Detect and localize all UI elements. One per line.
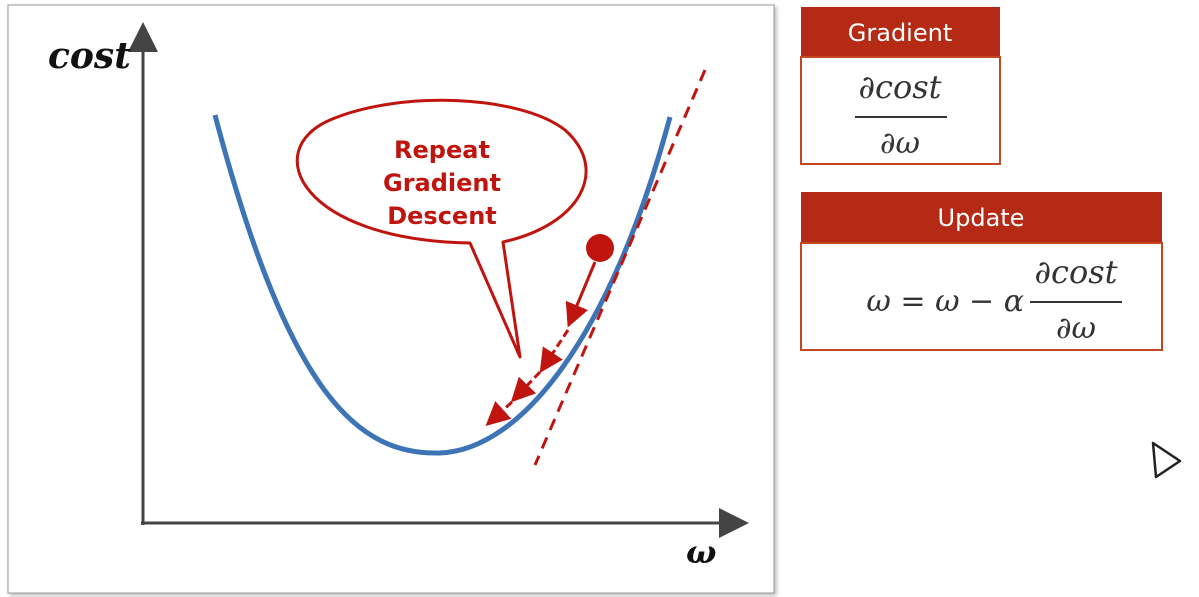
speech-bubble — [295, 98, 588, 359]
gradient-header — [801, 7, 1000, 57]
tangent-line — [533, 69, 707, 466]
cost-curve — [212, 114, 673, 456]
gradient-title: Gradient — [848, 19, 952, 47]
callout-line: Gradient — [383, 169, 501, 197]
callout-line: Descent — [387, 202, 497, 230]
update-numerator: ∂cost — [1034, 253, 1117, 291]
update-body — [800, 242, 1163, 351]
x-axis-label: ω — [686, 533, 716, 571]
descent-steps — [485, 261, 597, 427]
callout-line: Repeat — [394, 136, 490, 164]
gradient-numerator: ∂cost — [858, 68, 941, 106]
gradient-body — [800, 56, 1001, 165]
gradient-denominator: ∂ω — [880, 126, 920, 161]
update-header — [801, 192, 1162, 243]
current-point — [586, 234, 614, 262]
update-title: Update — [938, 204, 1025, 232]
cursor — [1151, 441, 1182, 479]
update-lhs: ω = ω − α — [866, 284, 1024, 319]
y-axis-label: cost — [48, 35, 131, 77]
diagram-panel — [7, 4, 775, 594]
update-denominator: ∂ω — [1056, 311, 1096, 346]
